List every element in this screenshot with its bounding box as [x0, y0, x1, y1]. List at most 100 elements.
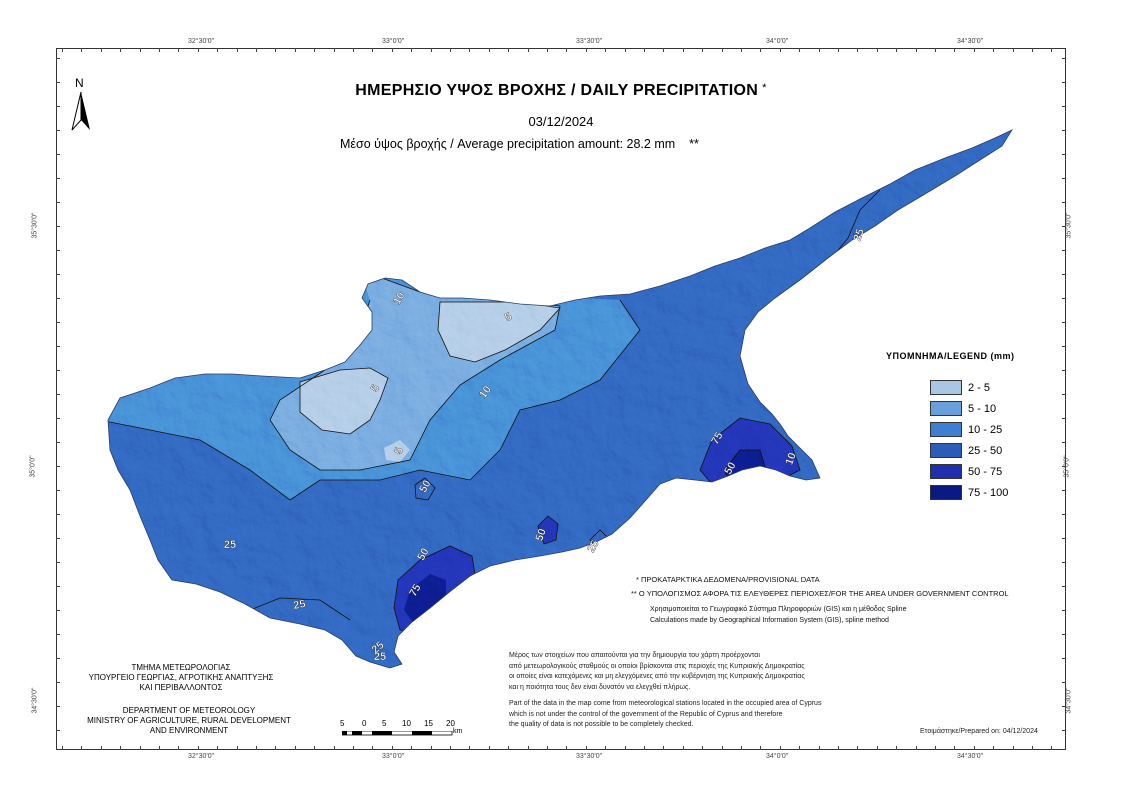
- graticule-tick: [450, 746, 451, 750]
- graticule-tick: [294, 746, 296, 750]
- graticule-tick: [450, 48, 451, 52]
- graticule-tick: [56, 538, 60, 539]
- graticule-tick: [818, 48, 820, 52]
- graticule-tick: [56, 154, 60, 155]
- contour-label: 25: [585, 538, 602, 555]
- graticule-tick: [353, 746, 354, 750]
- lon-label-bottom: 34°0'0": [766, 753, 789, 760]
- average-stars: **: [689, 137, 699, 151]
- graticule-tick: [56, 346, 60, 347]
- graticule-tick: [430, 48, 432, 52]
- graticule-tick: [1062, 634, 1066, 635]
- scale-label: 10: [402, 719, 411, 728]
- graticule-tick: [1062, 466, 1066, 467]
- graticule-tick: [624, 48, 626, 52]
- contour-label: 75: [709, 430, 726, 447]
- lon-label-top: 33°30'0": [576, 38, 603, 45]
- graticule-tick: [236, 746, 238, 750]
- graticule-tick: [760, 48, 762, 52]
- graticule-tick: [56, 370, 60, 371]
- graticule-tick: [56, 130, 60, 131]
- graticule-tick: [469, 48, 471, 52]
- graticule-tick: [1062, 586, 1066, 587]
- graticule-tick: [1062, 418, 1066, 419]
- graticule-tick: [993, 746, 995, 750]
- legend-label: 75 - 100: [968, 486, 1009, 499]
- graticule-tick: [876, 48, 878, 52]
- legend-label: 2 - 5: [968, 381, 991, 394]
- contour-label: 5: [369, 383, 382, 394]
- graticule-tick: [62, 48, 63, 52]
- graticule-tick: [56, 562, 60, 563]
- graticule-tick: [139, 48, 141, 52]
- graticule-tick: [508, 48, 510, 52]
- graticule-tick: [56, 610, 60, 611]
- graticule-tick: [56, 514, 60, 515]
- graticule-tick: [314, 48, 316, 52]
- legend-item: 25 - 50: [930, 440, 1008, 461]
- graticule-tick: [178, 48, 180, 52]
- graticule-tick: [1062, 106, 1066, 107]
- graticule-tick: [566, 746, 568, 750]
- graticule-tick: [1051, 746, 1053, 750]
- legend-item: 10 - 25: [930, 419, 1008, 440]
- graticule-tick: [100, 746, 102, 750]
- graticule-tick: [663, 48, 665, 52]
- graticule-tick: [62, 746, 63, 750]
- graticule-tick: [682, 746, 684, 750]
- map-title: ΗΜΕΡΗΣΙΟ ΥΨΟΣ ΒΡΟΧΗΣ / DAILY PRECIPITATI…: [0, 82, 1122, 100]
- map-title-star: *: [762, 82, 767, 94]
- graticule-tick: [488, 48, 490, 52]
- note-provisional: * ΠΡΟΚΑΤΑΡΚΤΙΚΑ ΔΕΔΟΜΕΝΑ/PROVISIONAL DAT…: [636, 575, 820, 584]
- average-precipitation: Μέσο ύψος βροχής / Average precipitation…: [340, 137, 699, 151]
- legend-swatch: [930, 422, 962, 437]
- graticule-tick: [56, 634, 60, 635]
- graticule-tick: [1032, 48, 1033, 52]
- graticule-tick: [585, 48, 587, 52]
- graticule-tick: [159, 746, 160, 750]
- graticule-tick: [935, 746, 936, 750]
- graticule-tick: [56, 586, 60, 587]
- graticule-tick: [915, 48, 917, 52]
- legend-swatch: [930, 443, 962, 458]
- dept-gr-line1: ΤΜΗΜΑ ΜΕΤΕΩΡΟΛΟΓΙΑΣ: [131, 663, 231, 672]
- graticule-tick: [256, 48, 257, 52]
- legend-item: 75 - 100: [930, 482, 1008, 503]
- graticule-tick: [818, 746, 820, 750]
- lon-label-top: 33°0'0": [382, 38, 405, 45]
- scale-label: 20: [446, 719, 455, 728]
- graticule-tick: [585, 746, 587, 750]
- disclaimer-line: which is not under the control of the go…: [509, 710, 783, 718]
- graticule-tick: [56, 682, 60, 683]
- dept-en-line1: DEPARTMENT OF METEOROLOGY: [122, 706, 256, 715]
- graticule-tick: [197, 48, 199, 52]
- graticule-tick: [56, 658, 60, 659]
- legend-item: 50 - 75: [930, 461, 1008, 482]
- graticule-tick: [120, 746, 122, 750]
- graticule-tick: [1062, 394, 1066, 395]
- contour-label: 5: [503, 311, 514, 324]
- graticule-tick: [256, 746, 257, 750]
- graticule-tick: [721, 48, 723, 52]
- graticule-tick: [1062, 442, 1066, 443]
- graticule-tick: [391, 746, 393, 750]
- graticule-tick: [353, 48, 354, 52]
- graticule-tick: [56, 730, 60, 731]
- graticule-tick: [56, 58, 60, 59]
- prepared-date: Ετοιμάστηκε/Prepared on: 04/12/2024: [920, 728, 1038, 735]
- graticule-tick: [391, 48, 393, 52]
- graticule-tick: [1062, 514, 1066, 515]
- graticule-tick: [56, 466, 60, 467]
- disclaimer-line: Μέρος των στοιχείων που απαιτούνται για …: [509, 652, 760, 659]
- graticule-tick: [508, 746, 510, 750]
- graticule-tick: [741, 48, 742, 52]
- scale-bar-graphic: [342, 731, 453, 736]
- graticule-tick: [314, 746, 316, 750]
- scale-label: 0: [362, 719, 367, 728]
- graticule-tick: [56, 106, 60, 107]
- graticule-tick: [644, 746, 645, 750]
- graticule-tick: [294, 48, 296, 52]
- graticule-tick: [488, 746, 490, 750]
- north-label: N: [75, 76, 84, 90]
